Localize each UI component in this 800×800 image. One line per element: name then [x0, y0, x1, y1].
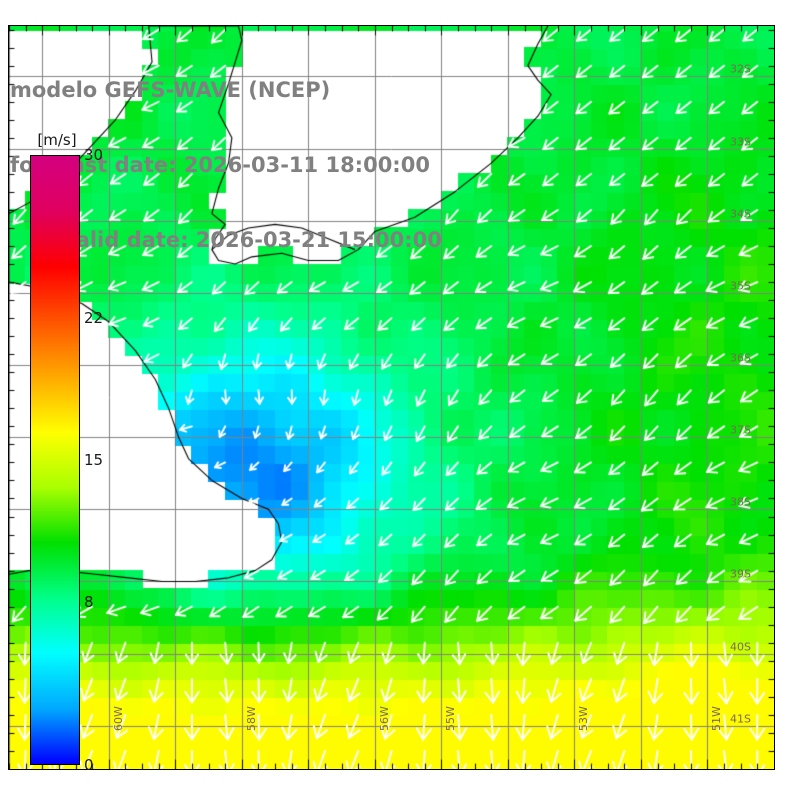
title-model: modelo GEFS-WAVE (NCEP): [10, 78, 331, 102]
lat-tick-40S: 40S: [730, 640, 751, 654]
colorbar-gradient: [31, 156, 79, 764]
lat-tick-36S: 36S: [730, 351, 751, 365]
coastline-grid-barbs-overlay: [9, 26, 774, 769]
lat-tick-32S: 32S: [730, 62, 751, 76]
figure-title: modelo GEFS-WAVE (NCEP) forecast date: 2…: [10, 28, 650, 303]
colorbar-tick-8: 8: [84, 593, 94, 612]
lat-tick-37S: 37S: [730, 423, 751, 437]
title-valid-date: valid date: 2026-03-21 15:00:00: [62, 228, 442, 252]
colorbar-tick-22: 22: [84, 308, 104, 327]
lat-tick-33S: 33S: [730, 135, 751, 149]
lon-tick-51W: 51W: [710, 706, 724, 731]
colorbar-unit-label: [m/s]: [37, 131, 77, 149]
map-plot-area[interactable]: [8, 25, 775, 770]
lon-tick-58W: 58W: [244, 706, 258, 731]
colorbar-tick-0: 0: [84, 756, 94, 774]
lon-tick-53W: 53W: [577, 706, 591, 731]
lon-tick-56W: 56W: [377, 706, 391, 731]
lat-tick-39S: 39S: [730, 567, 751, 581]
colorbar: [30, 155, 80, 765]
lat-tick-41S: 41S: [730, 712, 751, 726]
lat-tick-34S: 34S: [730, 207, 751, 221]
lat-tick-38S: 38S: [730, 495, 751, 509]
lon-tick-60W: 60W: [111, 706, 125, 731]
colorbar-tick-15: 15: [84, 451, 104, 469]
lat-tick-35S: 35S: [730, 279, 751, 293]
lon-tick-55W: 55W: [444, 706, 458, 731]
colorbar-tick-30: 30: [84, 146, 104, 164]
title-forecast-date: forecast date: 2026-03-11 18:00:00: [10, 153, 430, 177]
